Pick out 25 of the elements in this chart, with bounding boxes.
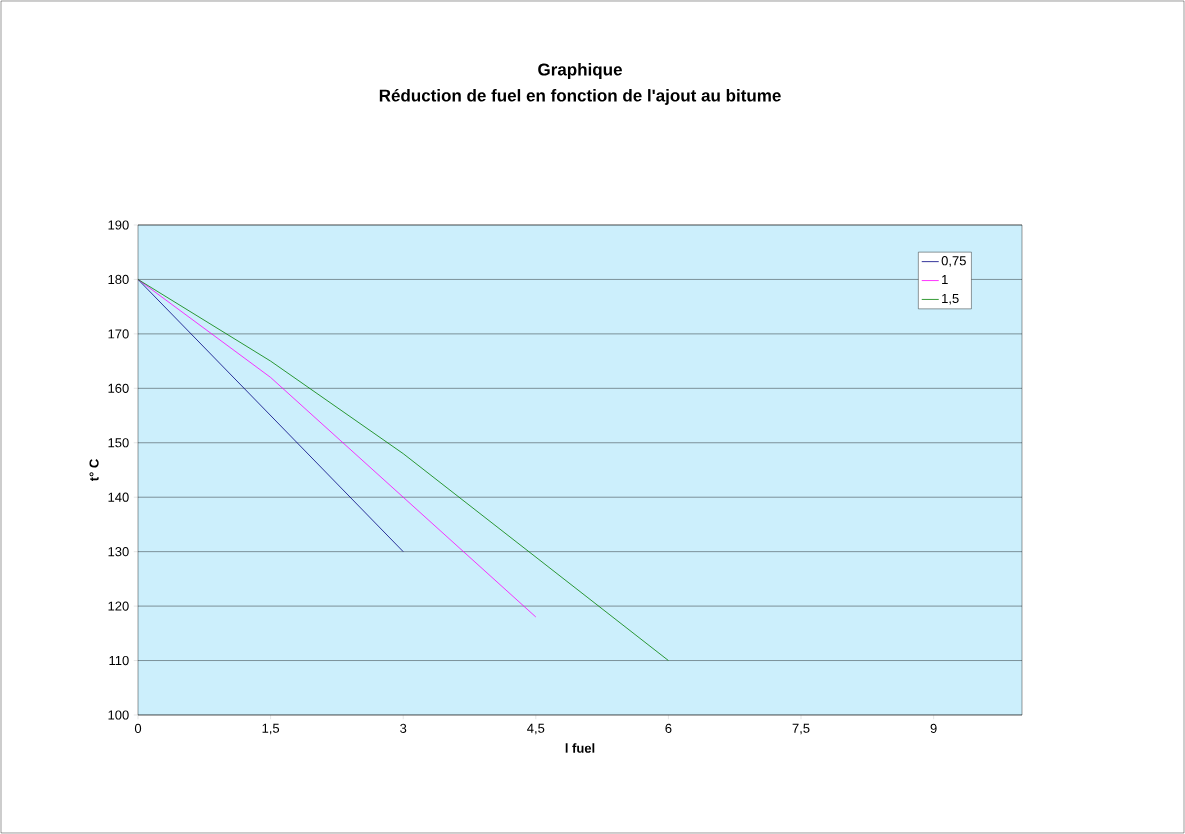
- x-axis-title: l fuel: [565, 743, 595, 753]
- x-tick-label: 3: [400, 723, 407, 733]
- y-tick-label: 190: [108, 220, 129, 230]
- x-tick-label: 9: [930, 723, 937, 733]
- legend-label: 0,75: [941, 256, 966, 267]
- x-tick-label: 7,5: [792, 723, 810, 735]
- chart-title: Graphique: [538, 63, 622, 79]
- y-tick-label: 180: [108, 274, 129, 285]
- chart-subtitle: Réduction de fuel en fonction de l'ajout au bitume: [379, 88, 781, 105]
- x-tick-label: 4,5: [527, 723, 545, 735]
- x-tick-label: 6: [665, 723, 672, 733]
- y-tick-label: 110: [109, 655, 129, 666]
- y-tick-label: 130: [108, 547, 129, 557]
- x-tick-label: 0: [134, 723, 142, 733]
- y-axis-title: t° C: [89, 459, 99, 482]
- x-tick-label: 1,5: [262, 723, 280, 735]
- y-tick-label: 120: [108, 601, 129, 611]
- y-tick-label: 150: [108, 438, 129, 448]
- legend-label: 1: [942, 275, 948, 285]
- y-tick-label: 170: [108, 329, 129, 339]
- line-series: [138, 279, 669, 661]
- y-tick-label: 100: [108, 710, 129, 720]
- y-tick-label: 140: [108, 492, 129, 502]
- legend-label: 1,5: [942, 293, 959, 305]
- y-tick-label: 160: [108, 383, 129, 393]
